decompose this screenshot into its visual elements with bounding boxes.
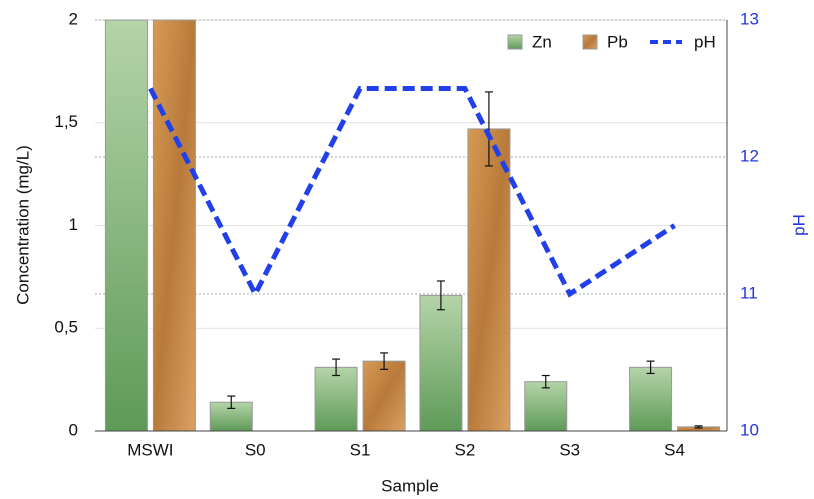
y-axis-title: Concentration (mg/L)	[13, 145, 32, 305]
y-tick-label: 0,5	[54, 318, 78, 337]
x-tick-label: S4	[664, 440, 685, 459]
x-axis-title: Sample	[381, 476, 439, 495]
y2-axis-title: pH	[789, 214, 808, 236]
legend-swatch	[582, 34, 598, 50]
x-tick-label: MSWI	[127, 440, 173, 459]
x-tick-label: S3	[559, 440, 580, 459]
y-tick-label: 1,5	[54, 112, 78, 131]
bar	[314, 366, 358, 432]
error-bar	[436, 280, 445, 311]
bar	[524, 381, 568, 432]
error-bar	[380, 352, 389, 370]
legend-swatch	[507, 34, 523, 50]
line	[148, 86, 676, 300]
error-bar	[227, 395, 236, 409]
x-tick-label: S0	[245, 440, 266, 459]
y2-tick-label: 12	[740, 146, 759, 165]
bars	[104, 19, 721, 432]
bar	[467, 128, 511, 432]
y2-tick-label: 10	[740, 420, 759, 439]
y-tick-label: 2	[69, 9, 78, 28]
error-bar	[332, 358, 341, 377]
bar	[419, 294, 463, 432]
bar	[104, 19, 148, 432]
legend-item: Zn	[507, 32, 552, 51]
x-tick-label: S1	[350, 440, 371, 459]
error-bar	[646, 360, 655, 375]
legend-label: Pb	[607, 32, 628, 51]
y2-tick-label: 13	[740, 9, 759, 28]
y-tick-label: 0	[69, 420, 78, 439]
error-bar	[694, 425, 703, 429]
legend-item: Pb	[582, 32, 628, 51]
x-tick-label: S2	[455, 440, 476, 459]
bar	[152, 19, 196, 432]
error-bar	[484, 91, 493, 167]
bar	[362, 360, 406, 432]
legend-item: pH	[650, 32, 716, 51]
error-bar	[541, 374, 550, 389]
y2-tick-label: 11	[740, 283, 758, 302]
y-tick-label: 1	[69, 215, 78, 234]
legend-label: Zn	[532, 32, 552, 51]
bar	[629, 366, 673, 432]
legend-label: pH	[694, 32, 716, 51]
